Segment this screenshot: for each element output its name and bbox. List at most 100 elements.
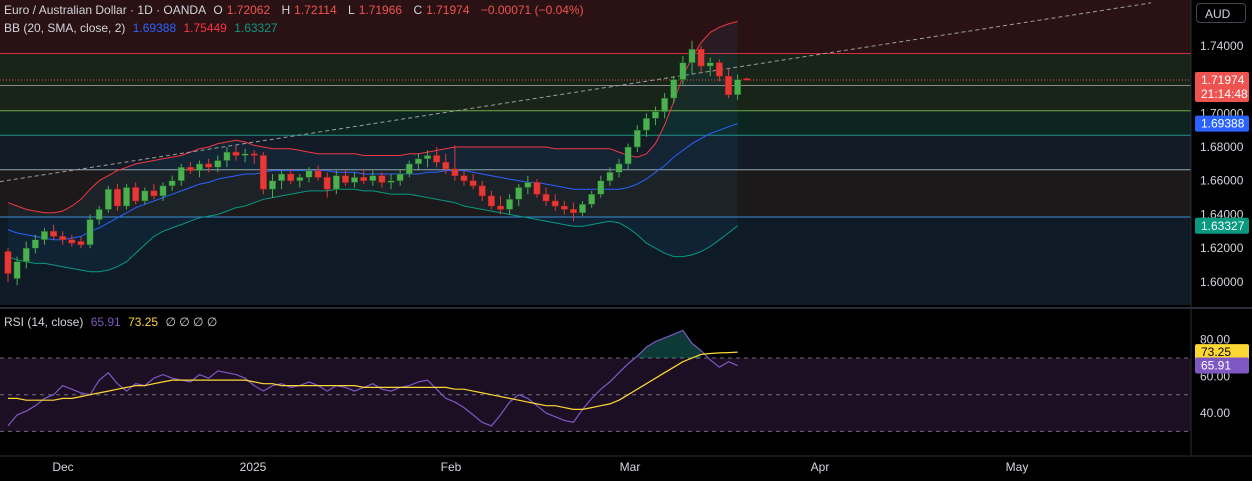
candle-body	[95, 209, 103, 220]
candle-body	[77, 241, 85, 246]
candle	[223, 147, 231, 168]
candle-body	[113, 188, 121, 207]
bb-lower-badge-bg	[1195, 217, 1249, 234]
candle	[679, 55, 687, 85]
rsi-value: 65.91	[90, 315, 121, 329]
candle-body	[633, 129, 641, 148]
candle-body	[214, 160, 222, 168]
candle	[123, 184, 131, 210]
candle	[141, 187, 149, 205]
candle	[506, 194, 514, 215]
candle-body	[697, 48, 705, 67]
candle-body	[569, 209, 577, 214]
rsi-pane	[0, 307, 1252, 432]
candle	[296, 173, 304, 188]
candle-body	[196, 163, 203, 171]
candle-body	[296, 177, 304, 181]
ohlc-open: O 1.72062	[213, 3, 271, 17]
rsi-label: RSI (14, close)	[4, 315, 84, 329]
candle	[59, 231, 67, 245]
candle	[579, 200, 587, 217]
candle	[159, 182, 167, 201]
candle-body	[360, 177, 368, 181]
candle-body	[123, 187, 131, 207]
candle	[287, 168, 295, 185]
bb-legend[interactable]: BB (20, SMA, close, 2) 1.69388 1.75449 1…	[4, 21, 282, 35]
candle	[670, 76, 678, 104]
candle-body	[396, 173, 404, 181]
candlesticks[interactable]	[4, 40, 751, 286]
candle	[113, 184, 121, 212]
candle-body	[743, 78, 751, 81]
candle-body	[679, 62, 687, 80]
rsi-legend[interactable]: RSI (14, close) 65.91 73.25 ∅ ∅ ∅ ∅	[4, 315, 221, 329]
candle	[341, 170, 349, 186]
candle-body	[232, 151, 240, 156]
candle	[269, 173, 276, 198]
candle	[323, 172, 331, 198]
candle	[259, 152, 267, 195]
bb-upper-line	[7, 20, 738, 214]
candle	[524, 175, 532, 195]
candle-body	[606, 172, 614, 181]
candle-body	[579, 204, 587, 214]
candle-body	[305, 170, 313, 178]
candle	[597, 175, 605, 198]
last-price-badge-text: 21:14:48	[1201, 87, 1248, 101]
candle	[369, 170, 377, 186]
candle	[615, 158, 623, 178]
time-tick-label: 2025	[240, 460, 267, 474]
currency-selector[interactable]: AUD	[1196, 3, 1246, 23]
candle	[542, 187, 550, 207]
candle-body	[551, 200, 559, 207]
symbol-title[interactable]: Euro / Australian Dollar · 1D · OANDA	[4, 3, 207, 17]
candle-body	[560, 205, 568, 210]
candle	[396, 168, 404, 186]
candle	[633, 125, 641, 153]
candle-body	[186, 167, 194, 171]
candle-body	[725, 75, 732, 96]
candle-body	[497, 205, 504, 210]
candle	[560, 200, 568, 215]
price-tick-label: 1.68000	[1200, 140, 1244, 154]
candle-body	[451, 168, 459, 176]
candle-body	[159, 185, 167, 197]
candle	[433, 147, 441, 168]
time-tick-label: Mar	[620, 460, 641, 474]
candle-body	[433, 155, 441, 163]
candle	[41, 227, 48, 245]
candle	[551, 194, 559, 212]
candle-body	[387, 180, 395, 183]
candle	[250, 150, 258, 164]
candle	[743, 77, 751, 81]
candle-body	[241, 153, 249, 156]
candle	[478, 180, 486, 201]
candle	[68, 234, 76, 247]
bb-basis-badge-bg	[1195, 115, 1249, 132]
price-tick-label: 1.60000	[1200, 275, 1244, 289]
candle-body	[597, 180, 605, 195]
candle	[642, 113, 650, 137]
candle	[314, 165, 322, 181]
candle	[387, 173, 395, 190]
candle-body	[661, 97, 669, 112]
zone-band-1	[0, 53, 1191, 111]
trend-line	[0, 2, 1152, 183]
candle-body	[588, 193, 596, 205]
bb-lower-line	[7, 188, 738, 273]
candle	[442, 153, 450, 174]
bb-upper-value: 1.75449	[183, 21, 227, 35]
candle-body	[351, 177, 359, 183]
bb-basis-badge: 1.69388	[1195, 115, 1249, 132]
candle	[86, 214, 94, 249]
time-tick-label: Dec	[52, 460, 73, 474]
rsi-extra: ∅ ∅ ∅ ∅	[165, 315, 218, 329]
zone-band-2	[0, 110, 1191, 136]
candle	[241, 148, 249, 163]
rsi-badge-bg	[1195, 357, 1249, 374]
ohlc-change: −0.00071 (−0.04%)	[480, 3, 584, 17]
candle	[232, 145, 240, 161]
rsi-tick-label: 80.00	[1200, 333, 1230, 347]
